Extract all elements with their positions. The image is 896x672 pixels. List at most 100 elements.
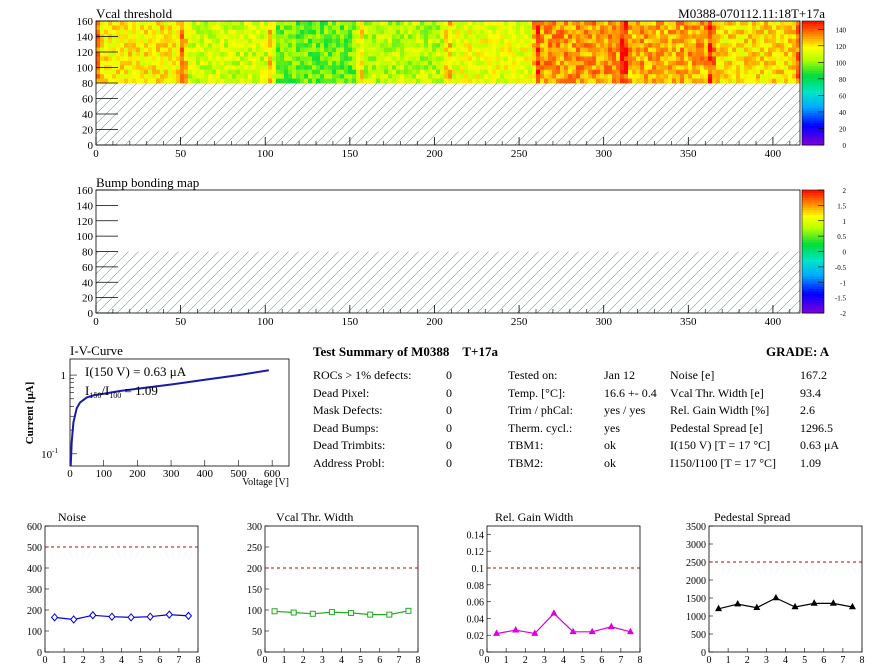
pixel-cell xyxy=(540,43,545,48)
pixel-cell xyxy=(564,21,569,26)
palette-swatch xyxy=(802,80,824,84)
pixel-cell xyxy=(540,29,545,35)
pixel-cell xyxy=(584,78,589,84)
pixel-cell xyxy=(508,60,513,66)
pixel-cell xyxy=(340,60,345,66)
palette-swatch xyxy=(802,75,824,79)
trend-x-tick-label: 6 xyxy=(377,655,382,666)
pixel-cell xyxy=(480,25,485,31)
pixel-cell xyxy=(276,25,281,31)
pixel-cell xyxy=(432,38,437,44)
trend-x-tick-label: 6 xyxy=(157,655,162,666)
pixel-cell xyxy=(120,21,125,26)
pixel-cell xyxy=(356,60,361,66)
pixel-cell xyxy=(592,43,597,48)
pixel-cell xyxy=(512,34,517,40)
palette-swatch xyxy=(802,217,824,221)
pixel-cell xyxy=(400,25,405,31)
pixel-cell xyxy=(104,43,109,48)
pixel-cell xyxy=(596,29,601,35)
pixel-cell xyxy=(548,21,553,26)
iv-ylabel: Current [μA] xyxy=(24,382,36,445)
pixel-cell xyxy=(444,69,449,75)
pixel-cell xyxy=(788,74,793,79)
pixel-cell xyxy=(368,74,373,79)
pixel-cell xyxy=(136,69,141,75)
pixel-cell xyxy=(332,65,337,71)
pixel-cell xyxy=(180,25,185,31)
pixel-cell xyxy=(348,78,353,84)
pixel-cell xyxy=(440,34,445,40)
palette-swatch xyxy=(802,278,824,282)
pixel-cell xyxy=(452,65,457,71)
pixel-cell xyxy=(480,29,485,35)
pixel-cell xyxy=(520,69,525,75)
pixel-cell xyxy=(144,69,149,75)
palette-swatch xyxy=(802,207,824,211)
pixel-cell xyxy=(752,21,757,26)
pixel-cell xyxy=(632,74,637,79)
pixel-cell xyxy=(152,65,157,71)
pixel-cell xyxy=(208,34,213,40)
pixel-cell xyxy=(280,43,285,48)
pixel-cell xyxy=(288,69,293,75)
pixel-cell xyxy=(500,56,505,62)
pixel-cell xyxy=(716,56,721,62)
pixel-cell xyxy=(484,52,489,57)
pixel-cell xyxy=(504,69,509,75)
pixel-cell xyxy=(756,29,761,35)
pixel-cell xyxy=(528,60,533,66)
pixel-cell xyxy=(264,43,269,48)
pixel-cell xyxy=(488,43,493,48)
trend-x-tick-label: 2 xyxy=(301,655,306,666)
pixel-cell xyxy=(632,60,637,66)
pixel-cell xyxy=(164,38,169,44)
pixel-cell xyxy=(532,43,537,48)
pixel-cell xyxy=(176,34,181,40)
trend-marker xyxy=(348,609,355,616)
pixel-cell xyxy=(384,29,389,35)
pixel-cell xyxy=(484,47,489,53)
pixel-cell xyxy=(328,47,333,53)
palette-swatch xyxy=(802,97,824,101)
palette-swatch xyxy=(802,110,824,114)
pixel-cell xyxy=(524,52,529,57)
pixel-cell xyxy=(756,34,761,40)
pixel-cell xyxy=(692,56,697,62)
y-tick-label: 140 xyxy=(77,200,94,212)
pixel-cell xyxy=(212,29,217,35)
pixel-cell xyxy=(520,43,525,48)
x-tick-label: 250 xyxy=(511,316,528,328)
pixel-cell xyxy=(148,56,153,62)
pixel-cell xyxy=(688,38,693,44)
pixel-cell xyxy=(540,65,545,71)
pixel-cell xyxy=(768,56,773,62)
pixel-cell xyxy=(544,69,549,75)
pixel-cell xyxy=(312,34,317,40)
palette-tick-label: 80 xyxy=(839,76,847,84)
pixel-cell xyxy=(444,34,449,40)
pixel-cell xyxy=(552,52,557,57)
x-tick-label: 300 xyxy=(595,148,612,160)
pixel-cell xyxy=(388,52,393,57)
pixel-cell xyxy=(404,69,409,75)
palette-swatch xyxy=(802,251,824,255)
pixel-cell xyxy=(500,65,505,71)
pixel-cell xyxy=(628,43,633,48)
pixel-cell xyxy=(340,21,345,26)
pixel-cell xyxy=(788,65,793,71)
pixel-cell xyxy=(456,38,461,44)
pixel-cell xyxy=(684,21,689,26)
palette-tick-label: 0.5 xyxy=(837,233,846,241)
pixel-cell xyxy=(356,47,361,53)
pixel-cell xyxy=(248,21,253,26)
pixel-cell xyxy=(372,43,377,48)
pixel-cell xyxy=(704,69,709,75)
pixel-cell xyxy=(412,29,417,35)
pixel-cell xyxy=(296,29,301,35)
pixel-cell xyxy=(420,34,425,40)
pixel-cell xyxy=(376,38,381,44)
pixel-cell xyxy=(180,56,185,62)
pixel-cell xyxy=(660,38,665,44)
pixel-cell xyxy=(516,21,521,26)
